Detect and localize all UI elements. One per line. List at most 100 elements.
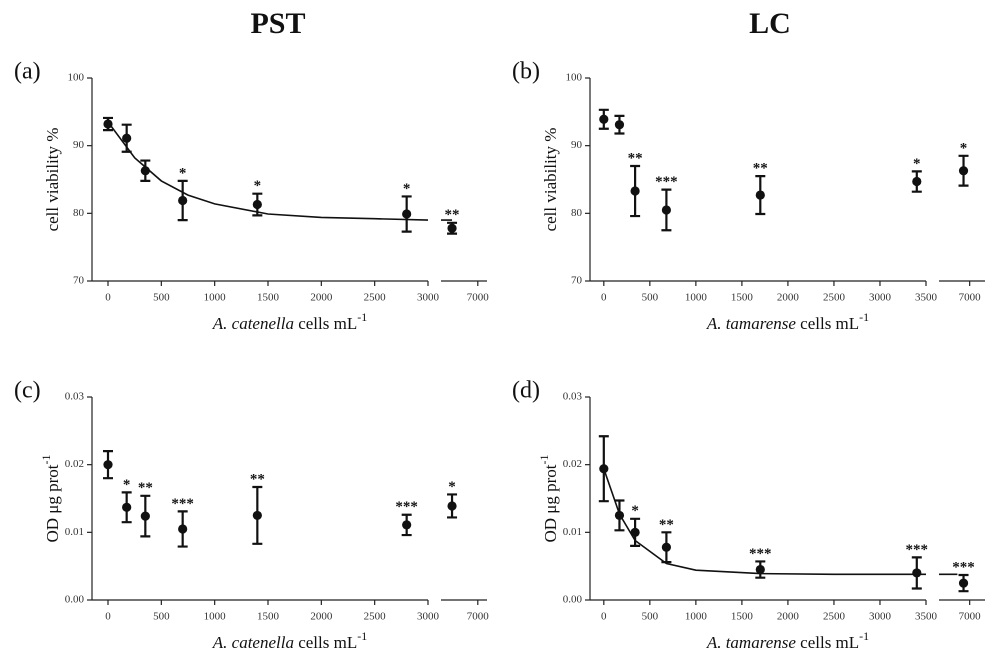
fit-curve bbox=[603, 468, 958, 576]
fit-curve bbox=[107, 121, 452, 221]
point bbox=[447, 501, 457, 511]
x-tick-label: 0 bbox=[105, 292, 111, 304]
panel-label: (b) bbox=[512, 59, 540, 85]
x-tick-label: 2500 bbox=[364, 292, 387, 304]
point bbox=[122, 502, 132, 512]
significance-label: ** bbox=[659, 517, 674, 533]
point bbox=[614, 510, 625, 521]
significance-label: ** bbox=[445, 207, 460, 223]
point bbox=[252, 199, 262, 210]
point bbox=[755, 190, 765, 200]
x-label-unit: cells mL bbox=[796, 314, 859, 333]
x-label-species: A. catenella bbox=[212, 633, 294, 652]
x-tick-label: 3000 bbox=[869, 292, 892, 304]
column-title: LC bbox=[749, 7, 791, 40]
significance-label: *** bbox=[395, 499, 418, 515]
x-tick-label: 3000 bbox=[869, 611, 892, 623]
x-tick-label: 2000 bbox=[310, 611, 333, 623]
x-tick-label: 2500 bbox=[823, 292, 846, 304]
significance-label: * bbox=[913, 156, 921, 172]
x-tick-label: 7000 bbox=[467, 292, 490, 304]
x-axis-label: A. catenella cells mL-1 bbox=[212, 310, 367, 333]
x-label-species: A. catenella bbox=[212, 314, 294, 333]
significance-label: *** bbox=[171, 496, 194, 512]
x-tick-label: 2500 bbox=[364, 611, 387, 623]
point bbox=[178, 195, 188, 206]
significance-label: *** bbox=[749, 546, 772, 562]
point bbox=[912, 568, 922, 578]
y-label-text: OD μg prot bbox=[541, 464, 560, 542]
significance-label: *** bbox=[952, 559, 975, 575]
point bbox=[958, 578, 969, 588]
y-tick-label: 100 bbox=[68, 72, 85, 84]
y-tick-label: 70 bbox=[73, 275, 85, 287]
y-tick-label: 90 bbox=[73, 139, 85, 151]
x-tick-label: 1000 bbox=[204, 292, 227, 304]
x-tick-label: 3000 bbox=[417, 611, 440, 623]
significance-label: ** bbox=[753, 161, 768, 177]
point bbox=[912, 176, 922, 187]
point bbox=[402, 520, 412, 530]
x-tick-label: 7000 bbox=[959, 611, 982, 623]
point bbox=[140, 166, 150, 176]
point bbox=[630, 186, 640, 196]
significance-label: *** bbox=[655, 174, 678, 190]
x-axis-label: A. tamarense cells mL-1 bbox=[706, 629, 869, 652]
x-tick-label: 2000 bbox=[777, 611, 800, 623]
y-label-text: OD μg prot bbox=[43, 464, 62, 542]
x-tick-label: 3500 bbox=[915, 292, 938, 304]
significance-label: * bbox=[179, 165, 187, 181]
y-axis-label: OD μg prot-1 bbox=[39, 454, 62, 542]
y-tick-label: 90 bbox=[571, 139, 583, 151]
x-tick-label: 500 bbox=[153, 611, 170, 623]
panel-label: (d) bbox=[512, 378, 540, 404]
x-label-unit: cells mL bbox=[294, 633, 357, 652]
x-label-species: A. tamarense bbox=[706, 633, 797, 652]
x-label-unit: cells mL bbox=[294, 314, 357, 333]
x-tick-label: 0 bbox=[105, 611, 111, 623]
point bbox=[103, 460, 113, 470]
point bbox=[661, 205, 672, 215]
column-title: PST bbox=[250, 7, 305, 40]
significance-label: * bbox=[448, 479, 456, 495]
x-tick-label: 2500 bbox=[823, 611, 846, 623]
x-tick-label: 500 bbox=[153, 292, 170, 304]
x-tick-label: 3000 bbox=[417, 292, 440, 304]
x-axis-label: A. catenella cells mL-1 bbox=[212, 629, 367, 652]
y-axis-label: OD μg prot-1 bbox=[537, 454, 560, 542]
y-tick-label: 70 bbox=[571, 275, 583, 287]
y-tick-label: 0.02 bbox=[563, 458, 582, 470]
significance-label: * bbox=[254, 178, 262, 194]
x-tick-label: 1000 bbox=[685, 292, 708, 304]
point bbox=[178, 524, 188, 534]
y-label-text: cell viability % bbox=[541, 128, 560, 232]
panel: (c) 0.00 0.01 0.02 0.03 0 500 1000 1500 2000 2500 3… bbox=[14, 378, 489, 652]
y-tick-label: 80 bbox=[571, 207, 583, 219]
x-label-power: -1 bbox=[859, 629, 869, 643]
panel-label: (a) bbox=[14, 59, 41, 85]
y-label-text: cell viability % bbox=[43, 128, 62, 232]
point bbox=[140, 511, 150, 521]
x-tick-label: 1500 bbox=[257, 611, 280, 623]
x-axis-label: A. tamarense cells mL-1 bbox=[706, 310, 869, 333]
point bbox=[122, 133, 132, 143]
y-tick-label: 0.03 bbox=[563, 391, 583, 403]
panel-label: (c) bbox=[14, 378, 41, 404]
point bbox=[252, 510, 262, 521]
x-label-species: A. tamarense bbox=[706, 314, 797, 333]
significance-label: * bbox=[403, 181, 411, 197]
y-tick-label: 0.03 bbox=[65, 391, 85, 403]
point bbox=[447, 223, 457, 233]
x-tick-label: 1500 bbox=[731, 292, 754, 304]
significance-label: ** bbox=[250, 471, 265, 487]
x-tick-label: 1000 bbox=[204, 611, 227, 623]
point bbox=[958, 166, 969, 176]
y-tick-label: 100 bbox=[566, 72, 583, 84]
x-label-power: -1 bbox=[357, 629, 367, 643]
point bbox=[661, 542, 672, 552]
x-tick-label: 1000 bbox=[685, 611, 708, 623]
significance-label: ** bbox=[138, 480, 153, 496]
